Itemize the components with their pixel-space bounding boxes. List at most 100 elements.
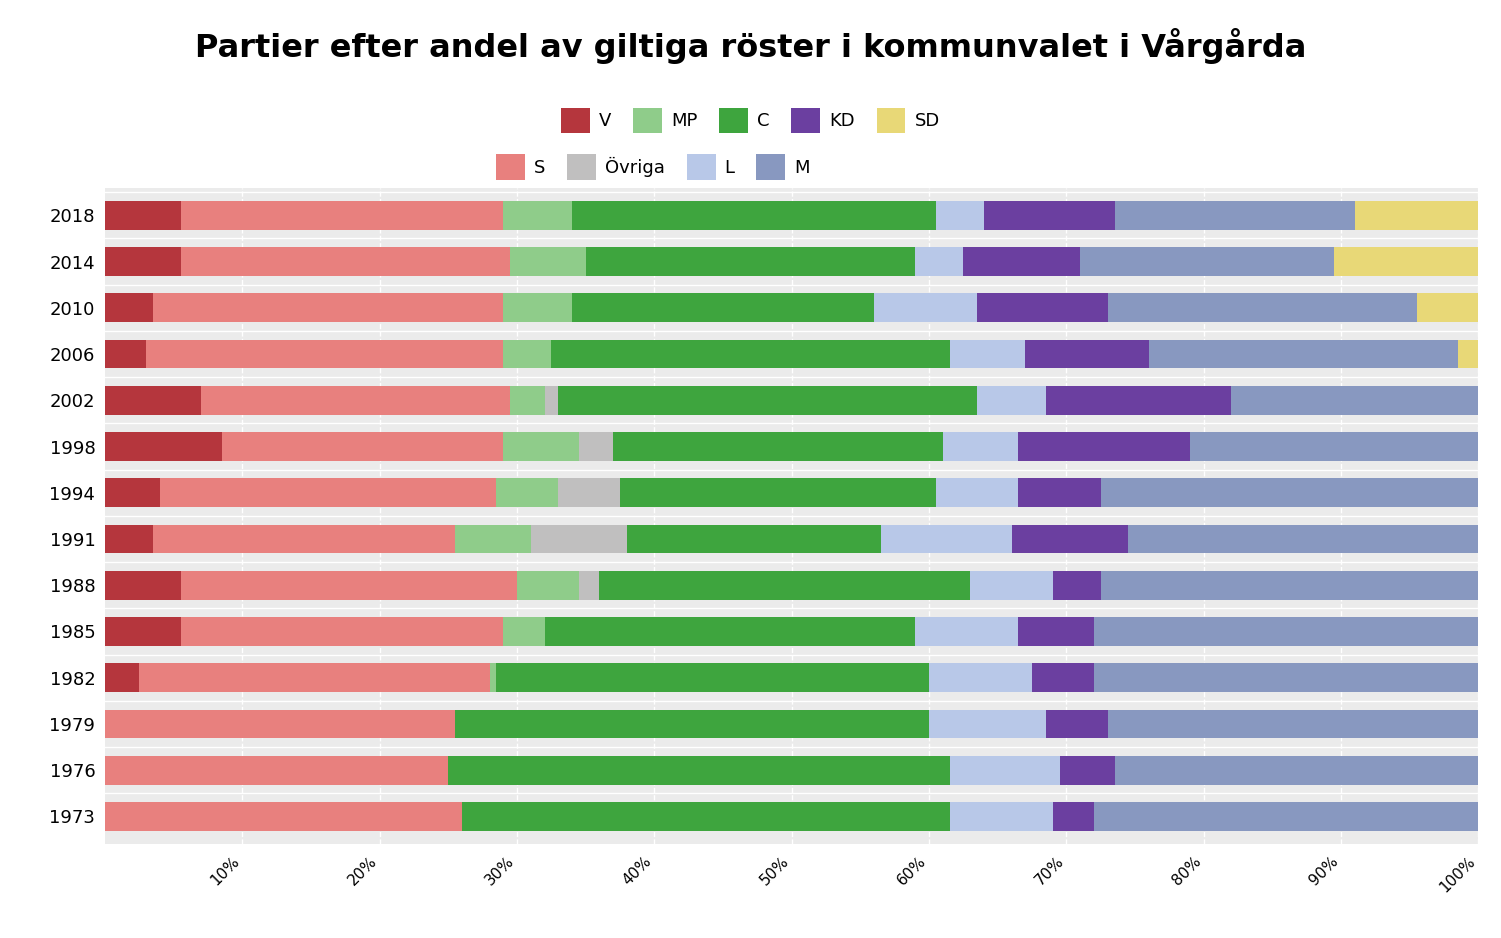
Bar	[929, 663, 1033, 692]
Bar	[916, 248, 964, 276]
Bar	[881, 524, 1012, 553]
Bar	[180, 201, 503, 230]
Bar	[1094, 802, 1478, 831]
Bar	[1100, 571, 1478, 599]
Bar	[105, 386, 201, 415]
Bar	[572, 201, 937, 230]
Bar	[180, 617, 503, 646]
Bar	[455, 524, 531, 553]
Bar	[531, 524, 627, 553]
Bar	[1334, 248, 1478, 276]
Bar	[503, 340, 551, 369]
Bar	[1129, 524, 1478, 553]
Bar	[510, 386, 545, 415]
Bar	[1115, 201, 1355, 230]
Bar	[489, 663, 497, 692]
Bar	[572, 294, 874, 322]
Bar	[614, 432, 943, 461]
Bar	[105, 756, 449, 784]
Bar	[497, 478, 558, 507]
Bar	[1417, 294, 1478, 322]
Bar	[180, 571, 516, 599]
Bar	[105, 710, 455, 738]
Legend: V, MP, C, KD, SD: V, MP, C, KD, SD	[561, 108, 940, 133]
Bar	[105, 340, 146, 369]
Bar	[222, 432, 503, 461]
Bar	[937, 201, 985, 230]
Bar	[1060, 756, 1115, 784]
Bar	[950, 756, 1060, 784]
Bar	[558, 386, 977, 415]
Bar	[1094, 663, 1478, 692]
Bar	[977, 386, 1046, 415]
Bar	[105, 617, 180, 646]
Bar	[503, 201, 572, 230]
Bar	[180, 248, 510, 276]
Bar	[558, 478, 620, 507]
Bar	[1148, 340, 1457, 369]
Bar	[1100, 478, 1478, 507]
Bar	[105, 248, 180, 276]
Bar	[516, 571, 579, 599]
Bar	[950, 802, 1052, 831]
Bar	[970, 571, 1052, 599]
Bar	[545, 617, 916, 646]
Text: Partier efter andel av giltiga röster i kommunvalet i Vårgårda: Partier efter andel av giltiga röster i …	[195, 28, 1306, 64]
Bar	[545, 386, 558, 415]
Bar	[503, 432, 579, 461]
Bar	[985, 201, 1115, 230]
Bar	[510, 248, 585, 276]
Bar	[964, 248, 1081, 276]
Bar	[599, 571, 970, 599]
Bar	[929, 710, 1046, 738]
Bar	[161, 478, 497, 507]
Bar	[874, 294, 977, 322]
Bar	[140, 663, 489, 692]
Bar	[1052, 802, 1094, 831]
Bar	[579, 571, 599, 599]
Bar	[1046, 386, 1231, 415]
Bar	[105, 201, 180, 230]
Bar	[153, 294, 503, 322]
Bar	[105, 571, 180, 599]
Bar	[1018, 478, 1100, 507]
Bar	[1231, 386, 1478, 415]
Bar	[1108, 294, 1417, 322]
Bar	[916, 617, 1018, 646]
Bar	[1190, 432, 1478, 461]
Bar	[627, 524, 881, 553]
Bar	[1025, 340, 1148, 369]
Bar	[503, 617, 545, 646]
Legend: S, Övriga, L, M: S, Övriga, L, M	[497, 155, 809, 180]
Bar	[1108, 710, 1478, 738]
Bar	[105, 478, 161, 507]
Bar	[503, 294, 572, 322]
Bar	[1355, 201, 1478, 230]
Bar	[937, 478, 1018, 507]
Bar	[455, 710, 929, 738]
Bar	[201, 386, 510, 415]
Bar	[1457, 340, 1478, 369]
Bar	[1018, 432, 1190, 461]
Bar	[1081, 248, 1334, 276]
Bar	[153, 524, 455, 553]
Bar	[943, 432, 1018, 461]
Bar	[1018, 617, 1094, 646]
Bar	[105, 524, 153, 553]
Bar	[105, 802, 462, 831]
Bar	[105, 432, 222, 461]
Bar	[579, 432, 614, 461]
Bar	[585, 248, 916, 276]
Bar	[146, 340, 503, 369]
Bar	[1094, 617, 1478, 646]
Bar	[950, 340, 1025, 369]
Bar	[551, 340, 950, 369]
Bar	[1012, 524, 1129, 553]
Bar	[1115, 756, 1478, 784]
Bar	[1046, 710, 1108, 738]
Bar	[977, 294, 1108, 322]
Bar	[497, 663, 929, 692]
Bar	[620, 478, 937, 507]
Bar	[1033, 663, 1094, 692]
Bar	[105, 294, 153, 322]
